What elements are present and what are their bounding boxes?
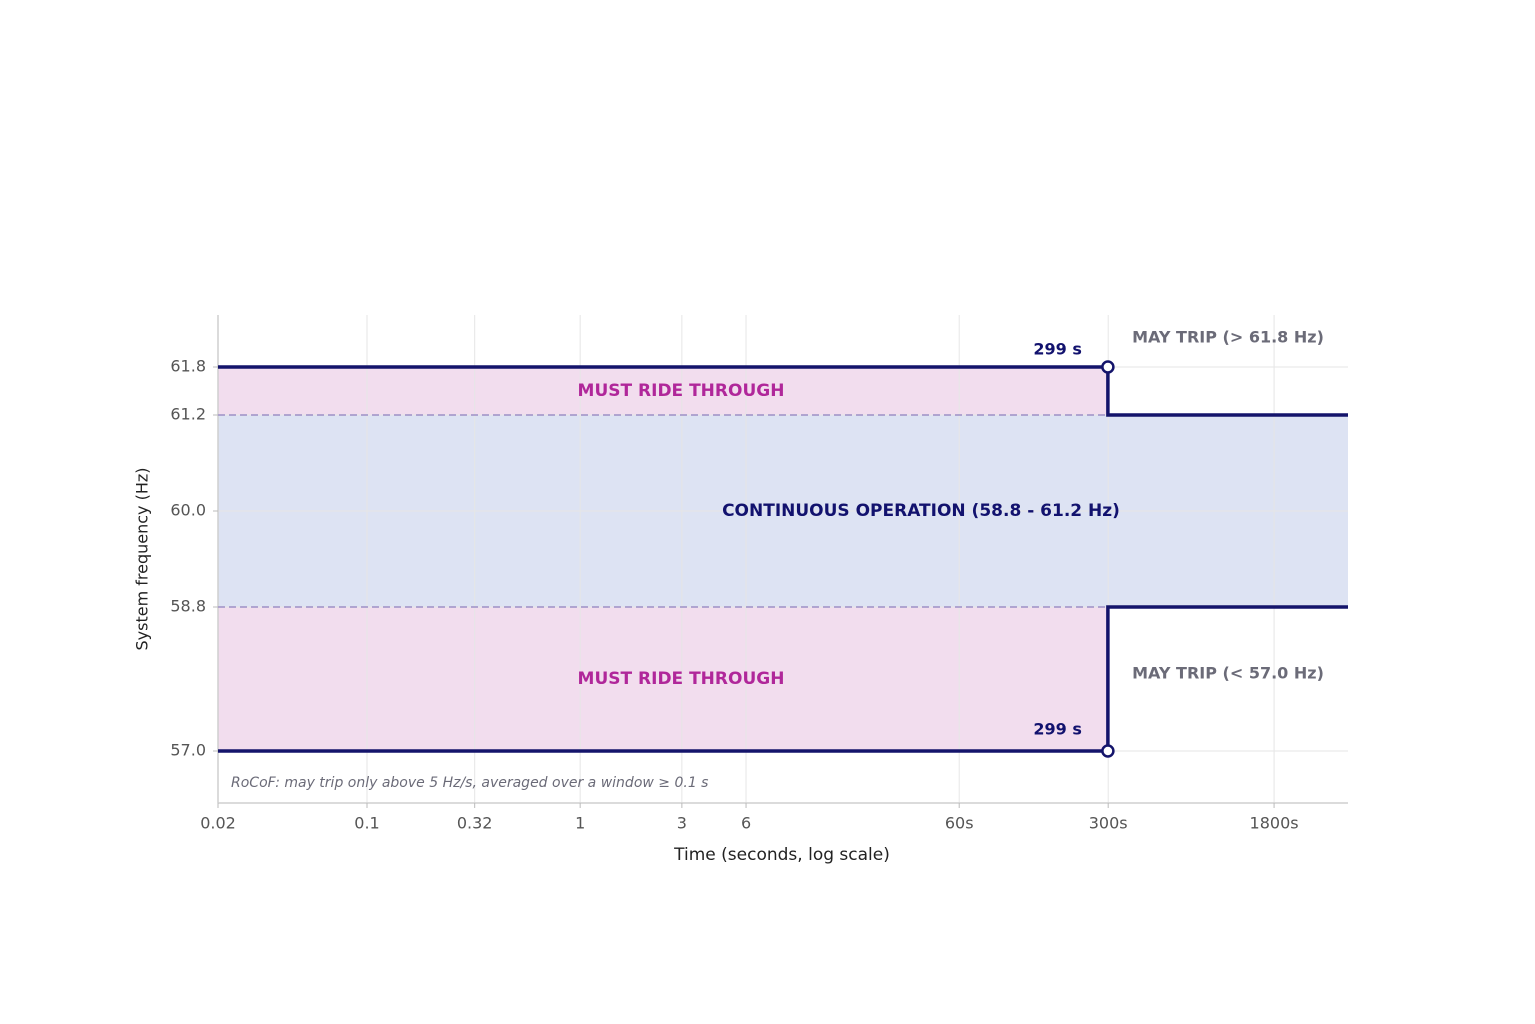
x-tick-label: 0.1 bbox=[354, 814, 379, 833]
limit-line bbox=[218, 365, 1348, 417]
y-tick-label: 61.8 bbox=[170, 357, 206, 376]
band-label: MUST RIDE THROUGH bbox=[578, 669, 785, 689]
marker-label: 299 s bbox=[1033, 340, 1082, 359]
y-tick-label: 58.8 bbox=[170, 597, 206, 616]
band-label: MUST RIDE THROUGH bbox=[578, 381, 785, 401]
marker-label: 299 s bbox=[1033, 720, 1082, 739]
marker bbox=[1101, 744, 1115, 758]
x-tick-label: 60s bbox=[945, 814, 974, 833]
y-tick-label: 60.0 bbox=[170, 501, 206, 520]
marker bbox=[1101, 360, 1115, 374]
x-tick-label: 1800s bbox=[1250, 814, 1299, 833]
y-tick-label: 57.0 bbox=[170, 741, 206, 760]
x-tick-label: 3 bbox=[677, 814, 687, 833]
x-tick-label: 6 bbox=[741, 814, 751, 833]
x-tick-label: 0.32 bbox=[457, 814, 493, 833]
annotation: MAY TRIP (> 61.8 Hz) bbox=[1132, 328, 1324, 347]
annotation: RoCoF: may trip only above 5 Hz/s, avera… bbox=[231, 775, 708, 791]
y-axis-label: System frequency (Hz) bbox=[133, 468, 152, 651]
annotation: MAY TRIP (< 57.0 Hz) bbox=[1132, 664, 1324, 683]
limit-line bbox=[218, 605, 1348, 753]
y-tick-label: 61.2 bbox=[170, 405, 206, 424]
x-tick-label: 1 bbox=[575, 814, 585, 833]
band-label: CONTINUOUS OPERATION (58.8 - 61.2 Hz) bbox=[722, 501, 1120, 521]
x-tick-label: 0.02 bbox=[200, 814, 236, 833]
x-tick-label: 300s bbox=[1089, 814, 1128, 833]
x-axis-label: Time (seconds, log scale) bbox=[673, 845, 890, 865]
